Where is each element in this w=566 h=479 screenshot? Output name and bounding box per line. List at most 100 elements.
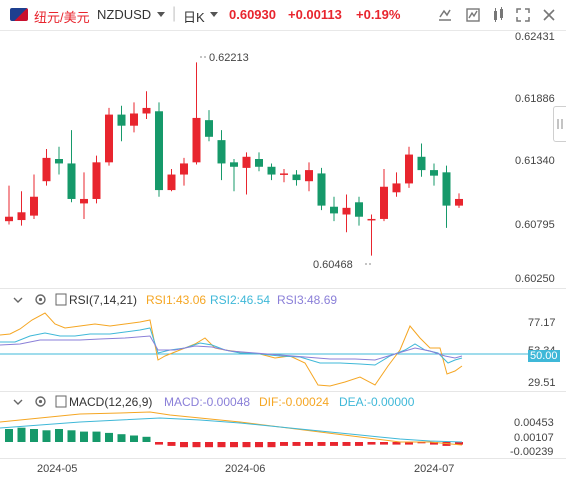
dif-value: DIF:-0.00024 [259,395,330,409]
candle [380,168,388,222]
candle [342,194,351,233]
pair-name[interactable]: 纽元/美元 [34,10,90,25]
price-change-pct: +0.19% [356,7,401,22]
macd-bar [392,442,401,445]
chevron-down-icon[interactable] [210,12,218,18]
dea-line [0,417,463,443]
gear-icon[interactable] [34,293,47,306]
price-axis-label: 0.61340 [515,155,555,167]
macd-bar [142,436,151,442]
macd-bar [230,442,238,448]
candle [92,155,101,204]
gear-icon[interactable] [34,395,47,408]
high-annotation: 0.62213 [200,52,249,64]
candle [367,214,376,256]
candle-body [242,156,251,168]
indicator-toggle-icon[interactable] [464,6,482,24]
candle-body [167,174,176,191]
macd-bar [5,429,13,442]
candle [180,157,188,186]
dea-value: DEA:-0.00000 [339,395,415,409]
macd-axis-label: 0.00453 [514,417,554,429]
candle-body [405,154,413,184]
candle-body [367,218,376,221]
macd-bar [217,442,226,448]
date-axis-label: 2024-07 [414,463,455,475]
candle-body [67,163,76,199]
candle-body [217,140,226,164]
macd-bar [342,442,351,446]
candle-body [430,170,438,176]
price-axis-label: 0.60795 [515,219,555,231]
macd-bar [205,442,213,448]
rsi1-line [0,312,463,387]
chevron-down-icon[interactable] [157,12,165,18]
candle [417,143,426,177]
macd-title[interactable]: MACD(12,26,9) [69,395,153,409]
candle-body [292,174,301,181]
candle [217,130,226,181]
macd-axis-label: -0.00239 [510,446,554,458]
candle [405,146,413,188]
candle-body [130,113,138,126]
low-annotation-label: 0.60468 [313,259,353,271]
macd-bar [430,442,438,445]
candle [105,107,113,166]
candle [255,152,263,172]
candle [230,159,238,192]
rsi-title[interactable]: RSI(7,14,21) [69,293,138,307]
price-change: +0.00113 [288,7,342,22]
settings-sliders-icon[interactable] [436,6,454,24]
panel-divider [0,288,566,289]
macd-chart[interactable] [0,410,566,456]
fullscreen-icon[interactable] [514,6,532,24]
panel-divider [0,458,566,459]
macd-bar [417,442,426,444]
interval-selector[interactable]: 日K [183,10,205,25]
candlestick-chart[interactable]: 0.62213 0.60468 [0,30,566,288]
candle-body [192,117,201,163]
macd-bar [242,442,251,448]
candle-body [267,166,276,175]
candle [30,174,38,219]
dif-line [0,411,463,446]
rsi2-value: RSI2:46.54 [210,293,271,307]
candle-body [92,162,101,199]
candle [280,168,288,183]
candle [292,170,301,186]
candle [5,185,13,225]
candle-body [105,114,113,163]
rsi-chart[interactable] [0,308,566,390]
rsi-axis-label: 29.51 [528,377,556,389]
candle-body [330,206,338,214]
price-axis-label: 0.61886 [515,93,555,105]
collapse-eye-icon[interactable] [12,294,24,306]
high-annotation-label: 0.62213 [209,52,249,64]
candle [117,105,126,142]
macd-bar [367,442,376,445]
rsi1-value: RSI1:43.06 [146,293,207,307]
symbol-selector[interactable]: NZDUSD [97,7,152,22]
draw-tools-icon[interactable] [490,6,508,24]
macd-bar [30,429,38,442]
candle [17,191,26,226]
close-icon[interactable] [540,6,558,24]
candle [305,162,313,192]
last-price: 0.60930 [229,7,276,22]
candle [392,172,401,197]
candle [130,102,138,133]
date-axis-label: 2024-06 [225,463,266,475]
panel-collapse-button[interactable] [553,106,566,142]
candle-body [342,207,351,215]
candle-body [455,198,463,206]
candle-body [305,170,313,182]
price-axis-label: 0.60250 [515,273,555,285]
candle [330,196,338,222]
candle [67,130,76,203]
macd-bar [267,442,276,448]
candle-body [117,114,126,126]
macd-bar [355,442,363,446]
macd-bar [330,442,338,446]
collapse-eye-icon[interactable] [12,396,24,408]
macd-bar [92,431,101,442]
